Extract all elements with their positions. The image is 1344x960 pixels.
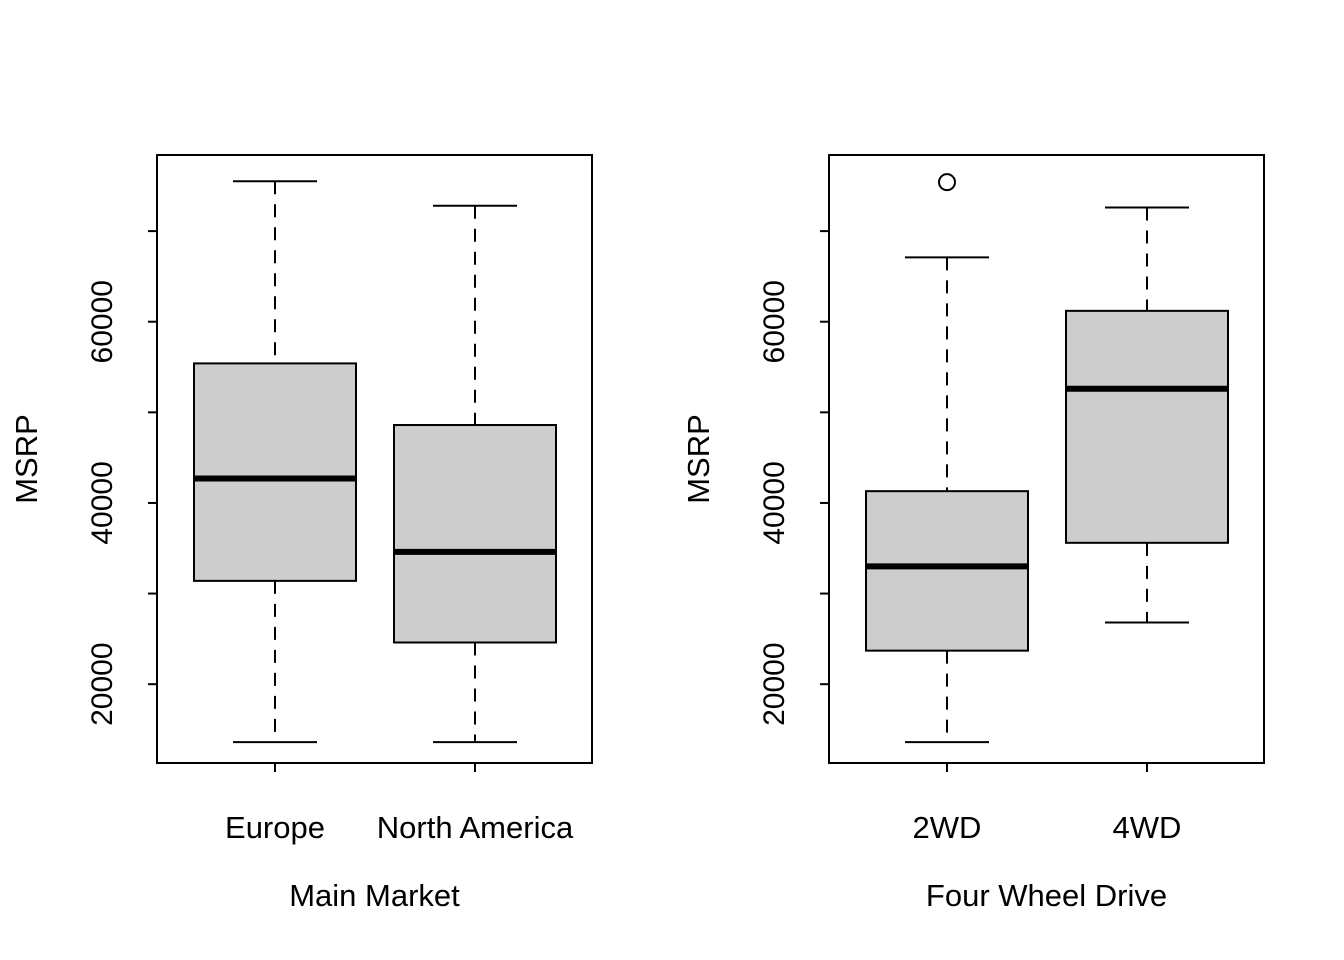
category-label: Europe bbox=[225, 810, 325, 845]
box-iqr bbox=[193, 362, 357, 582]
x-axis-title: Main Market bbox=[289, 878, 460, 913]
box-iqr bbox=[865, 490, 1029, 652]
category-label: North America bbox=[377, 810, 574, 845]
boxplot-panel-four-wheel-drive: 20000 40000 60000 2WD 4WD Four Wheel Drive MSR… bbox=[681, 154, 1265, 913]
plot-frame bbox=[156, 154, 593, 764]
y-axis-tick-label: 20000 bbox=[86, 642, 119, 725]
category-label: 4WD bbox=[1113, 810, 1182, 845]
y-axis-tick-label: 20000 bbox=[758, 642, 791, 725]
y-axis-tick-label: 60000 bbox=[86, 280, 119, 363]
outlier-point bbox=[938, 173, 956, 192]
box-iqr bbox=[393, 424, 557, 644]
boxplot-panel-main-market: 20000 40000 60000 Europe North America Main M… bbox=[9, 154, 593, 913]
box-iqr bbox=[1065, 309, 1229, 544]
y-axis-title: MSRP bbox=[681, 414, 716, 504]
x-axis-title: Four Wheel Drive bbox=[926, 878, 1167, 913]
y-axis-tick-label: 60000 bbox=[758, 280, 791, 363]
y-axis-title: MSRP bbox=[9, 414, 44, 504]
y-axis-tick-label: 40000 bbox=[758, 461, 791, 544]
category-label: 2WD bbox=[913, 810, 982, 845]
plot-frame bbox=[828, 154, 1265, 764]
y-axis-tick-label: 40000 bbox=[86, 461, 119, 544]
